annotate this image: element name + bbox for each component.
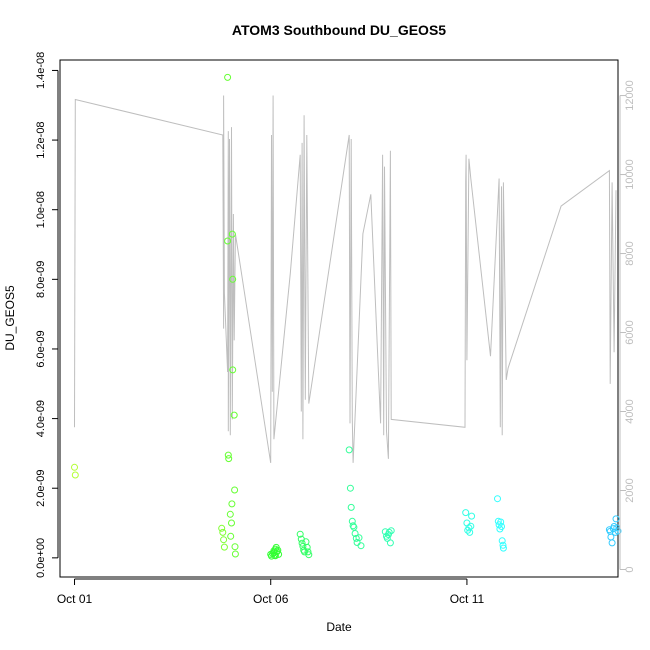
x-tick-label: Oct 06 [253,592,289,606]
chart-title: ATOM3 Southbound DU_GEOS5 [232,22,446,38]
data-point [231,486,239,494]
data-point [465,524,473,532]
data-point [494,495,501,503]
data-point [270,547,278,555]
data-point [302,538,310,546]
data-point [229,366,237,374]
data-point [497,518,505,526]
x-axis: Oct 01 Oct 06 Oct 11 [57,578,485,606]
data-point [71,463,78,471]
data-point [387,527,395,535]
y-left-tick-label: 6.0e-09 [35,330,47,367]
data-point [274,546,282,554]
data-point [227,532,235,540]
data-point [614,527,622,535]
data-point [220,536,228,544]
data-point [226,510,234,518]
y-left-tick-label: 1.0e-08 [35,191,47,228]
y-right-tick-label: 10000 [624,159,636,190]
data-point [219,528,227,536]
x-tick-label: Oct 11 [450,592,485,606]
altitude-layer [74,95,617,463]
y-left-tick-label: 0.0e+00 [35,538,47,578]
x-axis-label: Date [326,620,352,634]
data-point [345,446,353,454]
y-left-tick-label: 1.4e-08 [35,52,47,89]
data-point [355,534,363,542]
data-point [229,275,237,283]
data-point [499,544,507,552]
data-point [499,541,507,549]
y-left-tick-label: 8.0e-09 [35,261,47,298]
data-point [467,522,475,530]
data-point [350,523,358,531]
y-right-tick-label: 0 [624,566,636,572]
y-axis-left: 0.0e+00 2.0e-09 4.0e-09 6.0e-09 8.0e-09 1.0e-… [35,52,59,578]
data-point [462,509,470,517]
data-point [298,539,306,547]
data-point [385,528,393,536]
data-point [612,515,620,523]
y-right-tick-label: 12000 [624,80,636,111]
data-point [351,530,359,537]
data-point [228,519,235,527]
data-point [71,471,79,479]
data-point [347,503,355,511]
y-axis-label: DU_GEOS5 [3,285,17,351]
y-right-tick-label: 6000 [624,320,636,344]
y-left-tick-label: 4.0e-09 [35,400,47,437]
data-point [304,548,312,556]
data-point [468,512,476,520]
data-point [303,543,311,551]
data-point [357,542,365,550]
y-left-tick-label: 1.2e-08 [35,121,47,158]
points-layer [71,73,622,560]
data-point [231,543,239,551]
data-point [305,551,313,559]
x-tick-label: Oct 01 [57,592,93,606]
data-point [231,550,239,558]
y-right-tick-label: 8000 [624,241,636,265]
data-point [230,411,238,419]
data-point [498,537,506,545]
data-point [228,230,236,238]
y-axis-right: 0 2000 4000 6000 8000 10000 12000 [619,80,636,573]
data-point [296,530,304,538]
data-point [275,550,283,558]
data-point [220,543,228,551]
y-left-tick-label: 2.0e-09 [35,470,47,507]
data-point [498,523,505,530]
data-point [608,539,616,547]
data-point [224,237,232,245]
data-point [225,455,233,463]
y-right-tick-label: 4000 [624,399,636,423]
data-point [386,539,394,547]
data-point [271,552,279,560]
data-point [352,534,360,542]
altitude-line [74,95,617,463]
data-point [224,451,232,459]
plot-frame [59,59,619,578]
data-point [224,73,232,81]
data-point [346,484,354,492]
data-point [349,522,357,530]
data-point [218,524,226,532]
y-right-tick-label: 2000 [624,478,636,502]
data-point [228,500,236,508]
